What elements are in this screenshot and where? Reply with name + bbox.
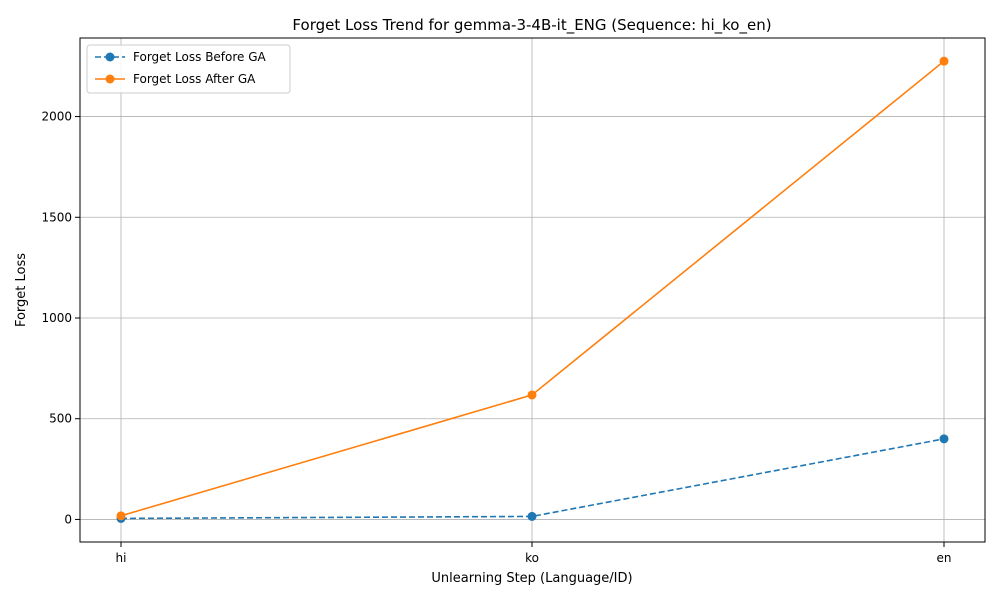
legend: Forget Loss Before GA Forget Loss After G… bbox=[86, 44, 291, 94]
series-0-point-en bbox=[939, 434, 949, 444]
legend-box bbox=[86, 44, 291, 94]
y-tick-label: 2000 bbox=[41, 110, 72, 124]
series-1-point-ko bbox=[527, 390, 537, 400]
y-tick-label: 0 bbox=[64, 512, 72, 526]
legend-label-1: Forget Loss After GA bbox=[133, 72, 256, 86]
legend-marker-1 bbox=[105, 74, 115, 84]
y-tick-label: 1500 bbox=[41, 210, 72, 224]
series-1-point-en bbox=[939, 56, 949, 66]
y-axis-label: Forget Loss bbox=[14, 253, 29, 327]
tick-layer: hi ko en 0 500 1000 1500 2000 bbox=[41, 110, 951, 565]
legend-marker-0 bbox=[105, 52, 115, 62]
x-axis-label: Unlearning Step (Language/ID) bbox=[431, 571, 632, 586]
y-tick-label: 500 bbox=[49, 412, 72, 426]
series-0-point-ko bbox=[527, 511, 537, 521]
series-line-0 bbox=[120, 438, 945, 520]
y-tick-label: 1000 bbox=[41, 311, 72, 325]
x-tick-label: en bbox=[937, 551, 952, 565]
series-1-point-hi bbox=[116, 511, 126, 521]
legend-label-0: Forget Loss Before GA bbox=[133, 50, 267, 64]
x-tick-label: hi bbox=[116, 551, 127, 565]
x-tick-label: ko bbox=[525, 551, 539, 565]
series-layer bbox=[116, 56, 949, 523]
chart-title: Forget Loss Trend for gemma-3-4B-it_ENG … bbox=[292, 16, 771, 35]
